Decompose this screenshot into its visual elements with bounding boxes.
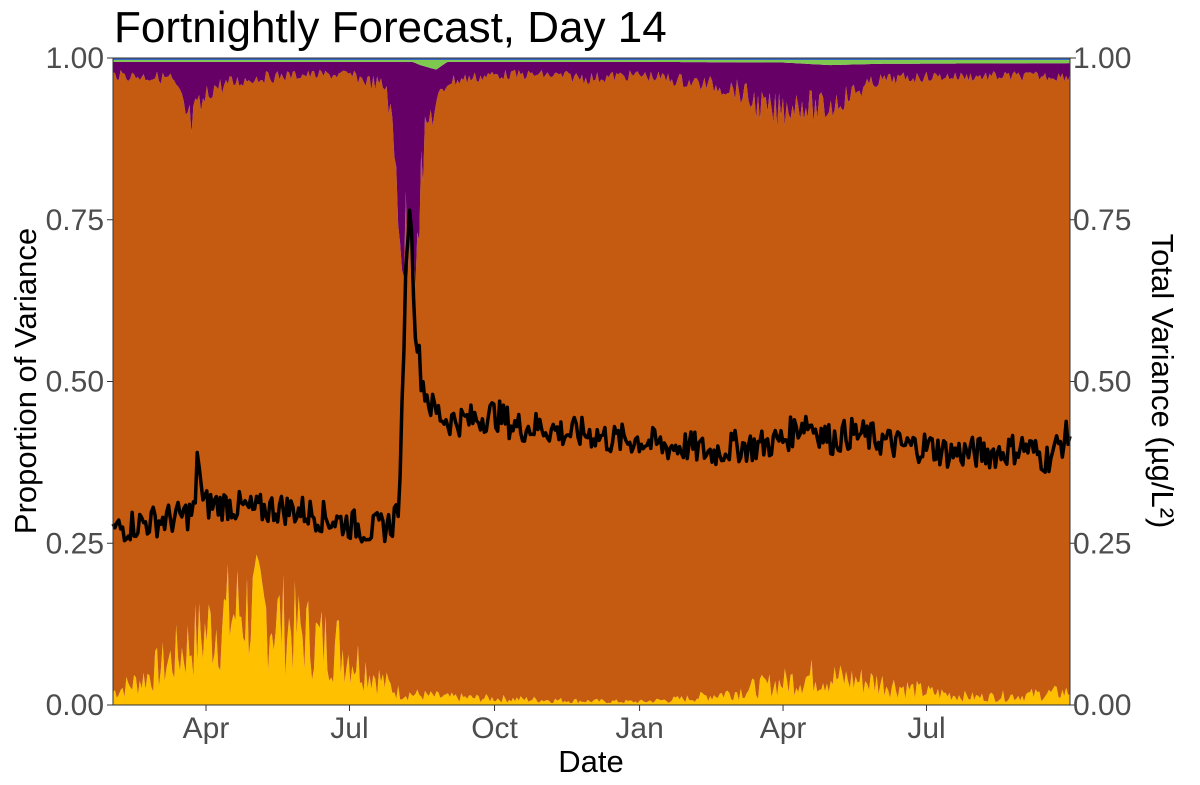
area-orange	[113, 69, 1070, 704]
total-variance-path	[111, 208, 1072, 544]
area-purple	[113, 61, 1070, 296]
left-tick-label: 0.25	[46, 527, 104, 560]
x-tick-label: Jan	[615, 712, 663, 745]
left-y-axis-title: Proportion of Variance	[8, 228, 43, 534]
left-tick-label: 1.00	[46, 42, 104, 75]
right-tick-label: 0.75	[1073, 204, 1131, 237]
stacked-areas	[113, 58, 1070, 705]
chart-title: Fortnightly Forecast, Day 14	[114, 3, 667, 52]
left-tick-label: 0.50	[46, 366, 104, 399]
right-y-axis-title: Total Variance (µg/L²)	[1145, 234, 1180, 529]
right-tick-label: 0.00	[1073, 689, 1131, 722]
area-yellow	[113, 554, 1070, 705]
left-tick-label: 0.00	[46, 689, 104, 722]
left-y-axis: 0.00 0.25 0.50 0.75 1.00	[46, 42, 113, 722]
x-tick-label: Jul	[907, 712, 945, 745]
x-tick-label: Oct	[471, 712, 518, 745]
total-variance-line	[111, 208, 1072, 544]
right-tick-label: 1.00	[1073, 42, 1131, 75]
right-y-axis: 0.00 0.25 0.50 0.75 1.00	[1070, 42, 1131, 722]
x-tick-label: Jul	[330, 712, 368, 745]
x-tick-label: Apr	[760, 712, 807, 745]
x-axis-title: Date	[558, 744, 623, 779]
x-tick-label: Apr	[183, 712, 230, 745]
left-tick-label: 0.75	[46, 204, 104, 237]
area-green	[113, 59, 1070, 70]
right-tick-label: 0.50	[1073, 366, 1131, 399]
right-tick-label: 0.25	[1073, 527, 1131, 560]
x-axis: Apr Jul Oct Jan Apr Jul	[183, 705, 946, 745]
